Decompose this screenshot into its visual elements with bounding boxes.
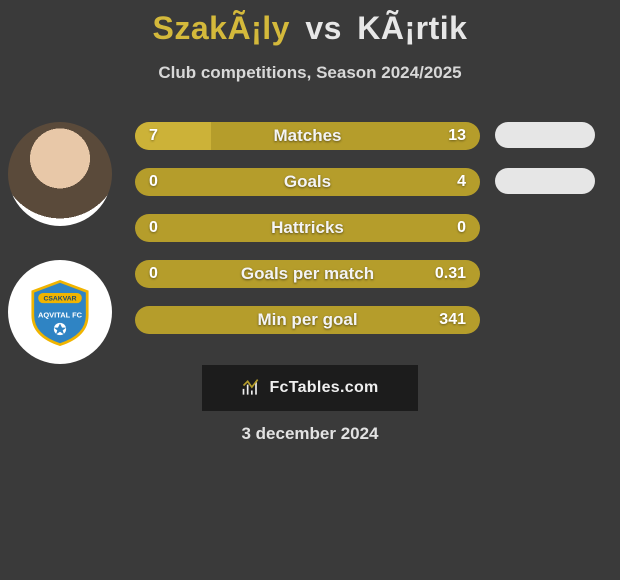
source-text: FcTables.com (269, 379, 378, 397)
stat-chart: 7 Matches 13 0 Goals 4 0 Hattricks 0 0 G… (135, 122, 480, 352)
stat-label: Min per goal (135, 310, 480, 330)
subtitle: Club competitions, Season 2024/2025 (0, 63, 620, 83)
stat-value-right: 13 (448, 127, 466, 145)
pill (495, 122, 595, 148)
avatar-column: CSAKVAR AQVITAL FC (8, 122, 128, 398)
stat-row: Min per goal 341 (135, 306, 480, 334)
player2-name: KÃ¡rtik (357, 10, 467, 46)
stat-row: 0 Hattricks 0 (135, 214, 480, 242)
stat-label: Hattricks (135, 218, 480, 238)
badge-top-text: CSAKVAR (43, 295, 76, 302)
vs-separator: vs (305, 10, 342, 46)
right-pill-column (495, 122, 610, 214)
stat-value-right: 0 (457, 219, 466, 237)
pill (495, 168, 595, 194)
stat-row: 0 Goals 4 (135, 168, 480, 196)
stat-row: 0 Goals per match 0.31 (135, 260, 480, 288)
player-photo (8, 122, 112, 226)
stat-label: Goals per match (135, 264, 480, 284)
stat-row: 7 Matches 13 (135, 122, 480, 150)
chart-icon (241, 378, 261, 398)
stat-label: Goals (135, 172, 480, 192)
stat-label: Matches (135, 126, 480, 146)
stat-value-right: 0.31 (435, 265, 466, 283)
stat-value-right: 4 (457, 173, 466, 191)
club-badge: CSAKVAR AQVITAL FC (8, 260, 112, 364)
source-badge: FcTables.com (202, 365, 418, 411)
player1-name: SzakÃ¡ly (153, 10, 290, 46)
badge-main-text: AQVITAL FC (38, 310, 83, 319)
comparison-title: SzakÃ¡ly vs KÃ¡rtik (0, 0, 620, 47)
shield-icon: CSAKVAR AQVITAL FC (26, 278, 94, 346)
stat-value-right: 341 (439, 311, 466, 329)
date-text: 3 december 2024 (0, 424, 620, 444)
